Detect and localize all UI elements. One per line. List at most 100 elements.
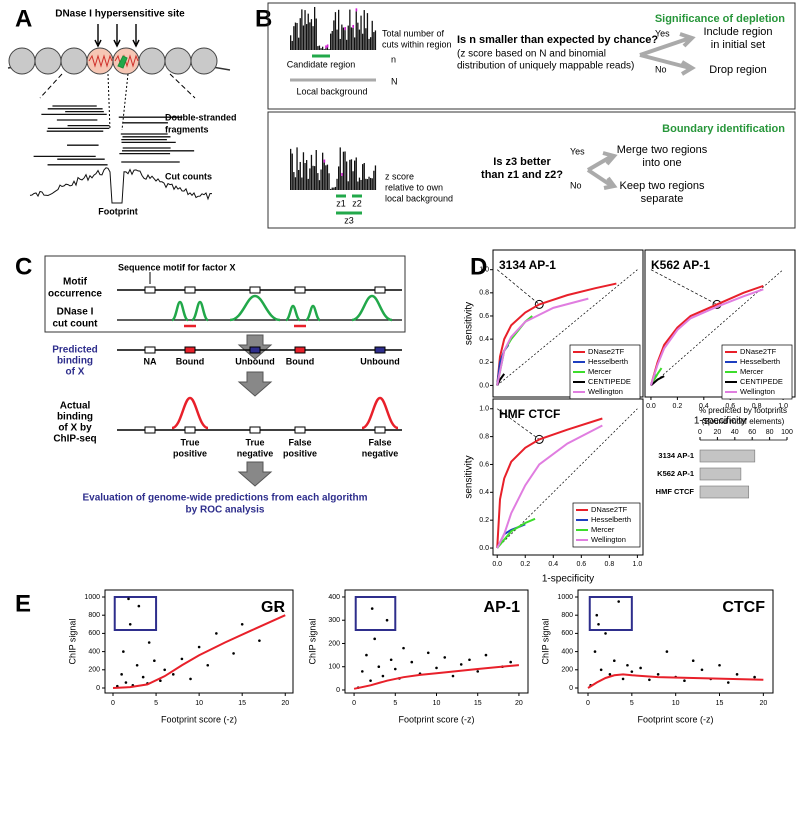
- label: Evaluation of genome-wide predictions fr…: [82, 493, 367, 504]
- guide: [496, 269, 540, 305]
- y-tick-label: 1.0: [479, 406, 489, 413]
- histogram-bar: [338, 166, 340, 190]
- point: [726, 681, 730, 684]
- chart-title: % predicted by footprints: [699, 406, 787, 415]
- plot-frame: [492, 398, 644, 556]
- histogram-bar: [363, 10, 365, 51]
- label: False: [288, 437, 311, 447]
- dna-zigzag: [88, 54, 113, 68]
- point: [604, 632, 607, 635]
- x-tick-label: 10: [433, 700, 441, 707]
- histogram-bar: [301, 177, 303, 190]
- histogram-bar: [352, 27, 354, 50]
- label: into one: [642, 157, 681, 169]
- histogram-bar: [318, 180, 321, 190]
- histogram-bar: [318, 45, 321, 50]
- label: separate: [641, 193, 684, 205]
- motif-site: [294, 346, 306, 354]
- histogram-bar: [354, 160, 356, 190]
- x-tick-label: 80: [766, 429, 774, 436]
- chip-peak: [361, 396, 399, 430]
- label: Is z3 better: [493, 156, 551, 168]
- x-axis-label: Footprint score (-z): [398, 714, 474, 724]
- label: positive: [283, 448, 317, 458]
- x-tick-label: 0.4: [699, 403, 709, 410]
- label: Is n smaller than expected by chance?: [457, 34, 658, 46]
- point: [206, 663, 210, 667]
- histogram-bar: [312, 26, 314, 50]
- label: Motif: [63, 277, 88, 288]
- histogram-bar: [293, 26, 295, 50]
- histogram-bar: [339, 38, 341, 50]
- trend-line: [353, 664, 520, 690]
- point: [141, 675, 145, 679]
- histogram-bar: [362, 33, 364, 50]
- label: Include region: [703, 26, 772, 38]
- histogram-bar: [304, 10, 306, 50]
- label: of X: [66, 367, 85, 378]
- highlight-box: [588, 596, 633, 631]
- y-tick-label: 0.6: [479, 461, 489, 468]
- legend-label: DNase2TF: [591, 505, 628, 514]
- plot-frame: [492, 249, 644, 398]
- histogram-bar: [347, 25, 349, 50]
- histogram-bar: [371, 178, 373, 190]
- cut-peak: [285, 304, 301, 322]
- histogram-bar: [365, 28, 367, 50]
- point: [215, 632, 218, 635]
- point: [275, 609, 278, 612]
- point: [240, 623, 244, 626]
- x-tick-label: 0: [352, 700, 356, 707]
- histogram-bar: [291, 40, 293, 50]
- histogram-bar: [336, 29, 338, 50]
- y-tick-label: 0: [96, 685, 100, 692]
- roc-curve: [650, 375, 665, 387]
- x-tick-label: 0: [698, 429, 702, 436]
- histogram-bar: [310, 154, 313, 190]
- y-tick-label: 1000: [557, 594, 573, 601]
- label: cuts within region: [382, 39, 452, 49]
- histogram-bar: [373, 170, 375, 190]
- legend-label: Hesselberth: [591, 515, 631, 524]
- guide: [496, 408, 540, 440]
- label: positive: [173, 448, 207, 458]
- arrow: [237, 461, 273, 487]
- point: [365, 653, 368, 657]
- histogram-bar: [294, 22, 297, 50]
- histogram-bar: [338, 9, 340, 50]
- point: [159, 679, 162, 683]
- guide: [107, 73, 111, 131]
- roc-curve: [496, 282, 617, 386]
- point: [621, 677, 625, 681]
- histogram-bar: [296, 147, 298, 190]
- point: [381, 674, 385, 678]
- label: No: [655, 64, 667, 74]
- histogram-bar: [374, 30, 377, 50]
- motif-site: [374, 346, 386, 354]
- point: [665, 650, 669, 653]
- y-tick-label: 0.8: [479, 433, 489, 440]
- roc-curve: [496, 517, 536, 549]
- histogram-bar: [298, 169, 300, 190]
- label: True: [245, 437, 264, 447]
- highlight-box: [354, 596, 397, 631]
- guide: [39, 73, 63, 99]
- plot-frame: [644, 249, 796, 398]
- histogram-bar: [293, 172, 295, 190]
- histogram-bar: [317, 173, 319, 190]
- bar: [699, 467, 742, 481]
- histogram-bar: [307, 13, 309, 51]
- label: z3: [344, 215, 354, 225]
- cut-peak: [351, 294, 393, 322]
- y-tick-label: 0: [336, 687, 340, 694]
- arrow: [586, 168, 618, 190]
- y-tick-label: 400: [561, 648, 573, 655]
- panel-label: C: [15, 253, 32, 280]
- arrow: [639, 53, 696, 76]
- point: [373, 637, 376, 641]
- cut-count-trace: [29, 167, 213, 204]
- label: Actual: [60, 401, 91, 412]
- point: [389, 658, 393, 662]
- dna-zigzag: [114, 54, 139, 68]
- point: [122, 650, 125, 653]
